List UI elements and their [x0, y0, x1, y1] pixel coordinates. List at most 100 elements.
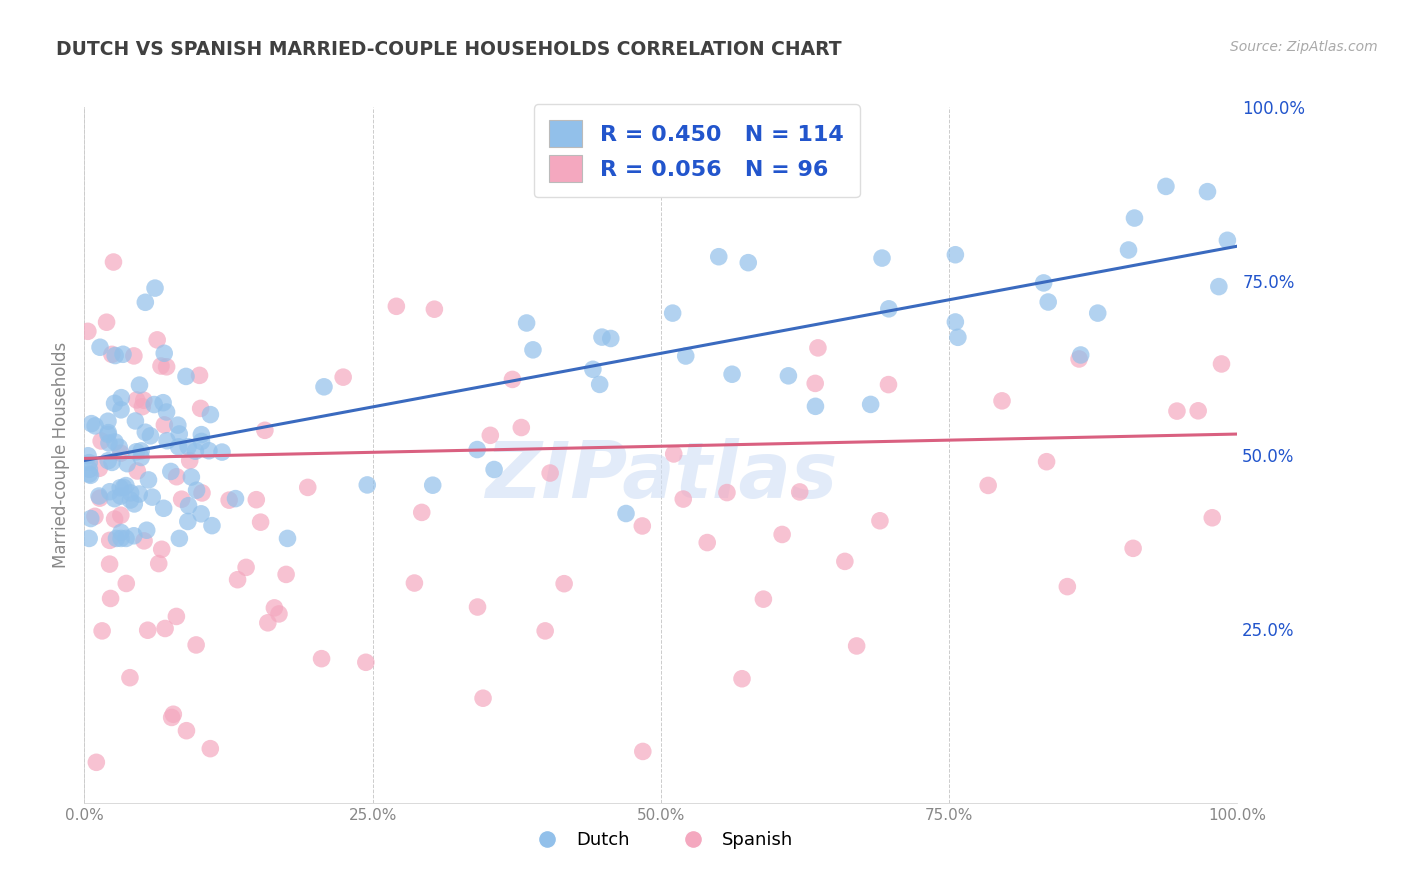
Point: [482, 462, 505, 476]
Point: [267, 607, 290, 621]
Point: [124, 414, 146, 428]
Point: [201, 518, 224, 533]
Point: [134, 425, 156, 440]
Point: [186, 483, 208, 498]
Point: [977, 478, 1000, 492]
Point: [166, 418, 188, 433]
Point: [332, 370, 354, 384]
Point: [226, 573, 249, 587]
Point: [122, 349, 145, 363]
Point: [1087, 306, 1109, 320]
Point: [150, 542, 173, 557]
Point: [807, 341, 830, 355]
Point: [354, 655, 377, 669]
Point: [77, 449, 100, 463]
Point: [257, 615, 280, 630]
Point: [501, 372, 523, 386]
Point: [124, 497, 146, 511]
Point: [153, 622, 176, 636]
Point: [1118, 243, 1140, 257]
Point: [118, 671, 141, 685]
Point: [111, 347, 134, 361]
Point: [190, 507, 212, 521]
Point: [737, 255, 759, 269]
Point: [148, 557, 170, 571]
Point: [311, 651, 333, 665]
Point: [77, 532, 100, 546]
Point: [132, 533, 155, 548]
Point: [789, 484, 811, 499]
Point: [103, 491, 125, 506]
Point: [721, 368, 744, 382]
Point: [127, 464, 149, 478]
Point: [356, 478, 378, 492]
Point: [77, 467, 100, 481]
Point: [465, 442, 488, 457]
Point: [422, 478, 444, 492]
Point: [1070, 348, 1092, 362]
Text: Source: ZipAtlas.com: Source: ZipAtlas.com: [1230, 40, 1378, 54]
Point: [188, 368, 211, 383]
Point: [716, 485, 738, 500]
Point: [235, 560, 257, 574]
Point: [110, 446, 132, 460]
Point: [89, 340, 111, 354]
Point: [80, 417, 103, 431]
Point: [191, 486, 214, 500]
Point: [672, 491, 695, 506]
Point: [274, 567, 297, 582]
Point: [631, 519, 654, 533]
Point: [170, 492, 193, 507]
Point: [591, 330, 613, 344]
Point: [1122, 541, 1144, 556]
Point: [120, 493, 142, 508]
Point: [89, 461, 111, 475]
Point: [180, 470, 202, 484]
Point: [696, 535, 718, 549]
Point: [150, 359, 173, 373]
Point: [198, 443, 221, 458]
Point: [104, 435, 127, 450]
Text: DUTCH VS SPANISH MARRIED-COUPLE HOUSEHOLDS CORRELATION CHART: DUTCH VS SPANISH MARRIED-COUPLE HOUSEHOL…: [56, 40, 842, 59]
Point: [100, 591, 122, 606]
Point: [77, 456, 100, 470]
Point: [156, 434, 179, 448]
Point: [877, 301, 900, 316]
Point: [1208, 279, 1230, 293]
Point: [472, 691, 495, 706]
Point: [138, 473, 160, 487]
Point: [115, 532, 138, 546]
Point: [752, 592, 775, 607]
Point: [869, 514, 891, 528]
Point: [661, 306, 683, 320]
Point: [79, 468, 101, 483]
Point: [599, 331, 621, 345]
Point: [312, 380, 335, 394]
Point: [120, 486, 142, 500]
Point: [538, 466, 561, 480]
Point: [169, 532, 191, 546]
Point: [211, 445, 233, 459]
Point: [105, 532, 128, 546]
Point: [166, 469, 188, 483]
Point: [249, 515, 271, 529]
Point: [128, 378, 150, 392]
Point: [169, 427, 191, 442]
Point: [631, 744, 654, 758]
Point: [176, 723, 198, 738]
Point: [90, 434, 112, 448]
Point: [129, 443, 152, 458]
Point: [103, 396, 125, 410]
Point: [218, 493, 240, 508]
Point: [707, 250, 730, 264]
Point: [190, 401, 212, 416]
Point: [108, 481, 131, 495]
Point: [98, 484, 121, 499]
Point: [76, 324, 98, 338]
Point: [943, 315, 966, 329]
Point: [1211, 357, 1233, 371]
Point: [1197, 185, 1219, 199]
Point: [778, 368, 800, 383]
Point: [131, 400, 153, 414]
Point: [97, 427, 120, 442]
